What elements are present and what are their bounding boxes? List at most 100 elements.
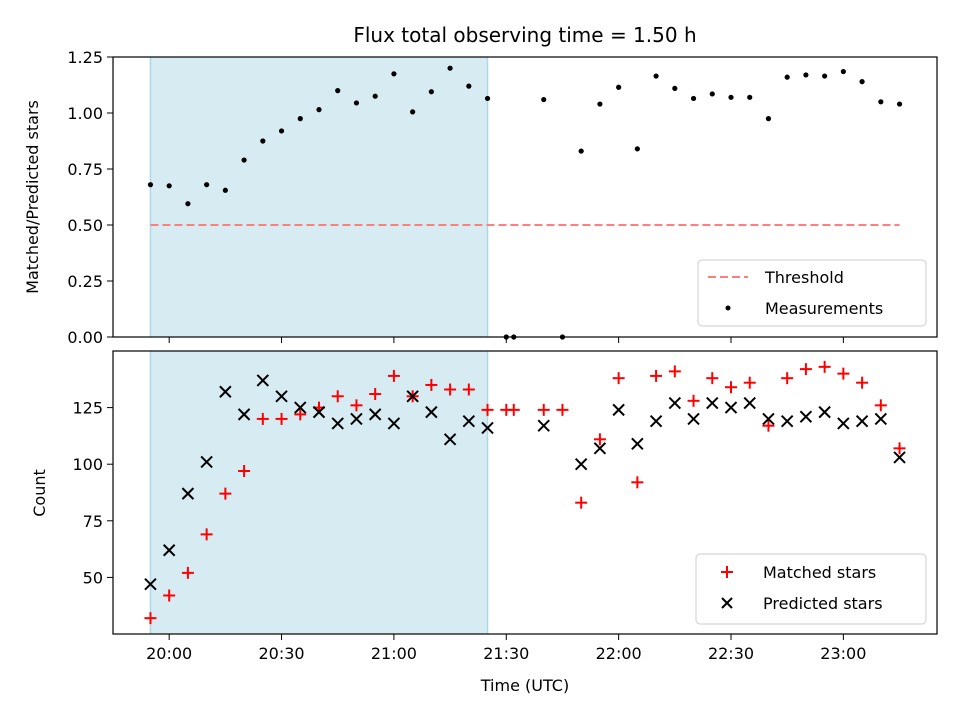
predicted-star-point [743,396,756,410]
measurement-point [466,83,472,89]
measurement-point [672,85,678,91]
predicted-star-point [294,401,307,414]
predicted-star-point [649,414,663,428]
measurement-point [616,84,622,90]
measurement-point [297,116,303,122]
measurement-point [709,91,715,97]
x-tick-label: 22:30 [708,644,754,663]
measurements-legend-label: Measurements [765,299,883,318]
matched-star-point [238,464,251,477]
matched-star-point [481,403,494,416]
top-y-tick-label: 0.25 [67,272,103,291]
predicted-star-point [368,408,382,421]
matched-star-point [893,442,906,455]
measurement-point [690,95,697,102]
bottom-legend: Matched stars Predicted stars [695,553,927,625]
matched-star-point [275,412,288,425]
matched-star-point [219,487,232,500]
matched-star-point [507,403,520,416]
predicted-star-point [780,414,794,428]
x-tick-label: 21:00 [371,644,417,663]
predicted-star-point [481,421,494,435]
matched-star-point [200,528,213,541]
predicted-star-point [331,417,344,430]
measurement-point [222,187,228,193]
predicted-star-point [593,442,607,455]
measurement-point [634,146,640,152]
matched-star-point [725,381,737,394]
bottom-shaded-span [150,351,488,634]
measurement-point [803,72,809,78]
x-tick-label: 20:30 [258,644,304,663]
predicted-star-point [350,412,363,426]
top-panel: 0.00 0.25 0.50 0.75 1.00 1.25 [67,48,938,347]
matched-star-point [818,360,831,373]
matched-star-point [743,376,756,389]
threshold-legend-label: Threshold [764,268,844,287]
measurement-point [428,89,434,95]
measurement-point [204,182,210,188]
predicted-star-point [256,374,270,387]
x-tick-label: 23:00 [820,644,866,663]
predicted-star-point [668,396,682,410]
matched-star-point [781,372,794,385]
x-axis-label: Time (UTC) [480,676,569,695]
measurement-point [335,88,341,94]
bottom-panel: 50 75 100 125 20:00 20:30 21:00 21:30 22:00 22:30… [72,350,938,663]
measurement-point [447,65,453,71]
matched-star-point [181,566,194,579]
matched-star-point [762,419,775,432]
matched-star-point [294,408,307,421]
predicted-star-point [837,417,850,430]
predicted-star-point [799,410,813,423]
predicted-star-point [406,390,419,403]
matched-star-point [537,403,550,416]
predicted-star-point [818,405,831,419]
predicted-star-point [855,414,869,428]
measurement-point [410,109,416,115]
predicted-star-point [275,390,288,403]
top-y-tick-label: 0.00 [67,328,103,347]
predicted-star-point [874,412,888,426]
measurement-point [840,68,846,75]
chart-title: Flux total observing time = 1.50 h [353,23,696,47]
measurement-point [260,138,266,144]
predicted-star-point [200,455,213,469]
x-tick-label: 20:00 [146,644,192,663]
matched-star-point [837,367,850,380]
predicted-star-point [387,417,401,430]
x-tick-label: 21:30 [483,644,529,663]
predicted-star-point [237,408,251,421]
bottom-axes-frame [112,350,938,635]
matched-star-point [856,376,869,389]
predicted-star-point [631,437,644,451]
matched-legend-label: Matched stars [763,563,876,582]
measurement-point [391,71,397,77]
predicted-star-point [181,487,195,500]
measurement-point [765,116,772,122]
bottom-legend-box [695,553,927,625]
matched-star-point [612,372,625,385]
measurement-point [859,79,865,85]
predicted-star-point [724,401,738,414]
top-legend-box [697,259,927,327]
predicted-star-point [443,433,457,446]
matched-star-point [444,383,457,396]
predicted-star-point [893,451,906,464]
measurement-point [541,96,547,103]
predicted-star-point [574,457,588,471]
matched-star-point [163,589,176,602]
measurement-point [896,101,903,107]
measurement-point [372,93,378,99]
predicted-star-point [219,385,232,398]
top-y-tick-label: 0.75 [67,160,103,179]
matched-star-point [369,388,382,401]
matched-star-point [631,476,644,489]
measurement-point [185,201,191,207]
matched-star-point [256,412,269,425]
matched-star-point [687,394,700,407]
measurements-legend-swatch [725,305,731,311]
measurement-point [653,73,659,79]
top-legend: Threshold Measurements [697,259,927,327]
